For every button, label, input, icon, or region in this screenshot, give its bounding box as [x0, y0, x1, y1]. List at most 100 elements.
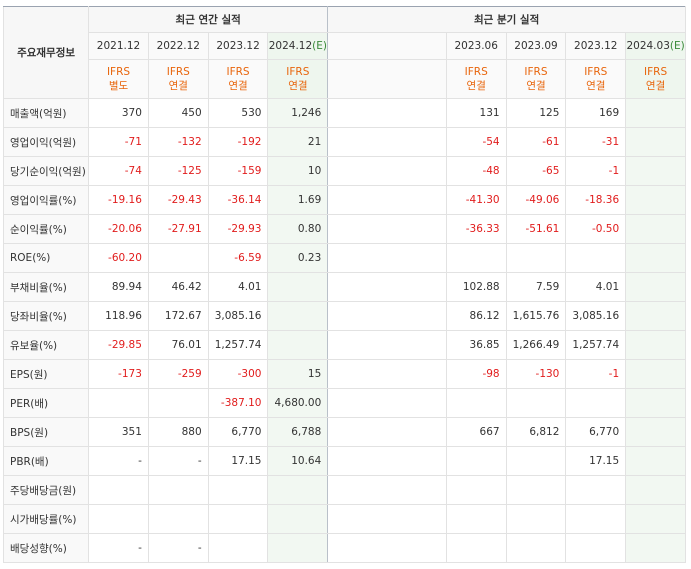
quarter-value-cell: -130	[505, 359, 567, 389]
quarter-value-cell	[445, 475, 507, 505]
annual-value-cell: 76.01	[147, 330, 209, 360]
annual-value-cell: -300	[207, 359, 269, 389]
quarter-value-cell: -36.33	[445, 214, 507, 244]
quarter-value-cell	[625, 417, 686, 447]
quarter-value-cell	[505, 504, 567, 534]
annual-value-cell	[267, 533, 329, 563]
quarter-value-cell: 102.88	[445, 272, 507, 302]
spacer-cell	[327, 359, 447, 389]
table-row: 영업이익(억원) -71 -132 -192 21 -54 -61 -31	[2, 127, 686, 157]
table-row: EPS(원) -173 -259 -300 15 -98 -130 -1	[2, 359, 686, 389]
annual-value-cell: 351	[88, 417, 149, 447]
table-row: BPS(원) 351 880 6,770 6,788 667 6,812 6,770	[2, 417, 686, 447]
row-label: EPS(원)	[2, 359, 90, 389]
annual-value-cell: 1,257.74	[207, 330, 269, 360]
quarter-value-cell	[565, 243, 627, 273]
spacer-cell	[327, 388, 447, 418]
spacer-cell	[327, 446, 447, 476]
annual-value-cell	[267, 272, 329, 302]
annual-value-cell: -19.16	[88, 185, 149, 215]
annual-value-cell: -259	[147, 359, 209, 389]
spacer-cell	[327, 127, 447, 157]
annual-period-header: 2023.12	[207, 32, 269, 60]
quarter-period-header: 2023.06	[445, 32, 507, 60]
annual-value-cell: -20.06	[88, 214, 149, 244]
table-row: 부채비율(%) 89.94 46.42 4.01 102.88 7.59 4.01	[2, 272, 686, 302]
row-label: PBR(배)	[2, 446, 90, 476]
spacer-cell	[327, 504, 447, 534]
estimate-mark: (E)	[669, 40, 685, 52]
annual-value-cell	[207, 475, 269, 505]
row-label: 시가배당률(%)	[2, 504, 90, 534]
annual-value-cell	[207, 533, 269, 563]
annual-value-cell: 1,246	[267, 98, 329, 128]
accounting-basis-header: IFRS 연결	[207, 59, 269, 99]
row-label: PER(배)	[2, 388, 90, 418]
quarter-value-cell: -31	[565, 127, 627, 157]
annual-value-cell: -	[147, 446, 209, 476]
row-label: 배당성향(%)	[2, 533, 90, 563]
quarter-value-cell: -51.61	[505, 214, 567, 244]
quarter-value-cell: -48	[445, 156, 507, 186]
annual-value-cell: 880	[147, 417, 209, 447]
annual-value-cell: 4,680.00	[267, 388, 329, 418]
estimate-mark: (E)	[312, 40, 327, 52]
quarter-value-cell: 7.59	[505, 272, 567, 302]
annual-value-cell: -173	[88, 359, 149, 389]
annual-value-cell: 4.01	[207, 272, 269, 302]
table-row: PER(배) -387.10 4,680.00	[2, 388, 686, 418]
quarter-value-cell	[505, 446, 567, 476]
spacer-cell	[327, 156, 447, 186]
row-label: 주당배당금(원)	[2, 475, 90, 505]
quarter-value-cell	[565, 504, 627, 534]
annual-value-cell: -387.10	[207, 388, 269, 418]
accounting-basis-header: IFRS 연결	[445, 59, 507, 99]
annual-value-cell: -132	[147, 127, 209, 157]
table-row: 영업이익률(%) -19.16 -29.43 -36.14 1.69 -41.30 -49.…	[2, 185, 686, 215]
annual-value-cell: -125	[147, 156, 209, 186]
spacer-cell	[327, 475, 447, 505]
annual-value-cell	[147, 504, 209, 534]
quarter-value-cell	[445, 446, 507, 476]
financial-table: 주요재무정보 최근 연간 실적 최근 분기 실적 2021.12 2022.12 2…	[2, 6, 686, 563]
quarter-value-cell: -54	[445, 127, 507, 157]
quarter-value-cell: 86.12	[445, 301, 507, 331]
annual-value-cell: -	[88, 533, 149, 563]
annual-value-cell: 15	[267, 359, 329, 389]
accounting-basis-header: IFRS 연결	[147, 59, 209, 99]
quarter-value-cell: -65	[505, 156, 567, 186]
annual-value-cell: 89.94	[88, 272, 149, 302]
accounting-basis-header: IFRS 연결	[565, 59, 627, 99]
table-row: 당좌비율(%) 118.96 172.67 3,085.16 86.12 1,615.76…	[2, 301, 686, 331]
quarter-value-cell	[625, 243, 686, 273]
annual-value-cell: -60.20	[88, 243, 149, 273]
quarter-section-title: 최근 분기 실적	[327, 6, 686, 33]
row-label: 영업이익률(%)	[2, 185, 90, 215]
annual-value-cell	[267, 301, 329, 331]
annual-value-cell: 172.67	[147, 301, 209, 331]
annual-value-cell: -36.14	[207, 185, 269, 215]
quarter-value-cell: -1	[565, 156, 627, 186]
annual-value-cell	[88, 388, 149, 418]
table-row: ROE(%) -60.20 -6.59 0.23	[2, 243, 686, 273]
quarter-value-cell: 1,266.49	[505, 330, 567, 360]
spacer-cell	[327, 185, 447, 215]
annual-value-cell: 46.42	[147, 272, 209, 302]
annual-value-cell	[147, 388, 209, 418]
accounting-basis-header: IFRS 연결	[505, 59, 567, 99]
row-label: 순이익률(%)	[2, 214, 90, 244]
table-row: 배당성향(%) - -	[2, 533, 686, 563]
annual-value-cell	[147, 243, 209, 273]
annual-value-cell: -159	[207, 156, 269, 186]
quarter-value-cell: 17.15	[565, 446, 627, 476]
spacer-cell	[327, 98, 447, 128]
row-label: BPS(원)	[2, 417, 90, 447]
quarter-value-cell: 169	[565, 98, 627, 128]
quarter-value-cell: 667	[445, 417, 507, 447]
quarter-value-cell: -41.30	[445, 185, 507, 215]
annual-period-header: 2022.12	[147, 32, 209, 60]
annual-value-cell: 10.64	[267, 446, 329, 476]
row-label: 당기순이익(억원)	[2, 156, 90, 186]
annual-value-cell	[267, 504, 329, 534]
